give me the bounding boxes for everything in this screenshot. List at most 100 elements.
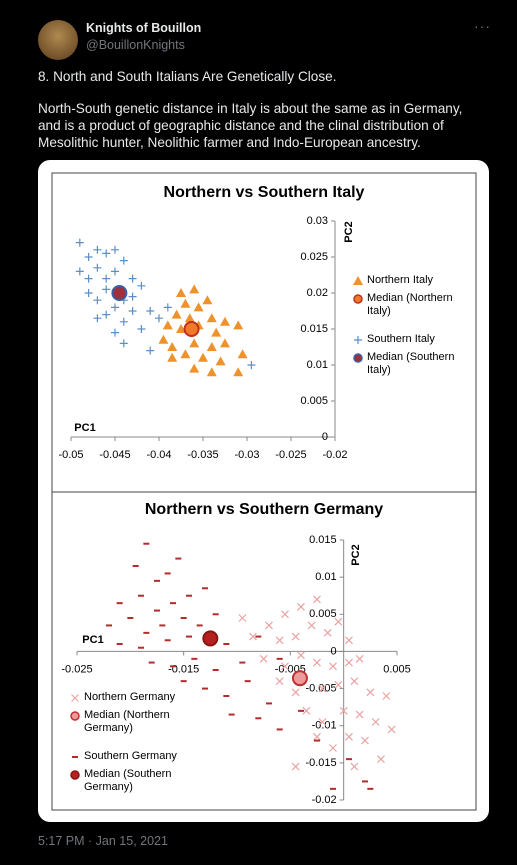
- image-card[interactable]: [38, 160, 489, 822]
- plus-point: [93, 263, 102, 272]
- cross-point: [318, 684, 327, 693]
- cross-point: [345, 658, 353, 667]
- y-tick-label: 0.01: [315, 571, 336, 583]
- dash-point: [314, 739, 320, 742]
- plus-point: [84, 253, 93, 261]
- cross-point: [307, 621, 316, 630]
- dash-point: [138, 594, 144, 597]
- legend-label: Median (Northern Germany): [84, 709, 170, 734]
- cross-point: [281, 610, 289, 619]
- dash-point: [127, 617, 134, 619]
- plus-point: [137, 325, 146, 333]
- cross-point: [350, 762, 359, 771]
- dash-point: [223, 643, 230, 645]
- plus-point: [128, 274, 137, 283]
- chart-title: Northern vs Southern Italy: [164, 184, 365, 201]
- x-axis-label: PC1: [74, 422, 95, 434]
- x-tick-label: -0.03: [234, 449, 259, 461]
- dash-point: [346, 758, 352, 761]
- dash-point: [330, 787, 336, 790]
- triangle-point: [198, 352, 208, 362]
- cross-point: [291, 688, 300, 697]
- dash-point: [175, 557, 182, 560]
- median-point: [202, 630, 219, 647]
- dash-point: [154, 579, 160, 582]
- plus-point: [119, 339, 128, 348]
- cross-point: [323, 628, 332, 637]
- cross-point: [318, 718, 327, 726]
- triangle-point: [211, 327, 222, 337]
- y-tick-label: 0.01: [307, 359, 328, 371]
- more-button[interactable]: ···: [474, 18, 491, 34]
- chart-title: Northern vs Southern Germany: [145, 501, 383, 518]
- plus-point: [93, 245, 102, 254]
- dash-point: [170, 665, 176, 668]
- triangle-point: [237, 349, 248, 359]
- display-name[interactable]: Knights of Bouillon: [86, 21, 202, 35]
- dash-point: [255, 635, 262, 638]
- dash-point: [191, 657, 198, 660]
- cross-point: [291, 632, 300, 641]
- plus-point: [102, 274, 111, 283]
- y-tick-label: 0.025: [300, 251, 328, 263]
- cross-point: [387, 725, 396, 734]
- plus-point: [111, 245, 119, 254]
- dash-point: [180, 617, 187, 619]
- timestamp[interactable]: 5:17 PM · Jan 15, 2021: [38, 834, 168, 848]
- dash-point: [138, 646, 144, 649]
- plus-point: [163, 303, 172, 312]
- triangle-point: [176, 324, 186, 333]
- y-tick-label: -0.01: [312, 720, 337, 732]
- cross-point: [329, 662, 337, 671]
- plus-point: [119, 256, 128, 265]
- triangle-point: [202, 295, 213, 305]
- dash-point: [159, 624, 166, 627]
- triangle-point: [220, 316, 230, 326]
- legend-label: Southern Italy: [367, 333, 435, 345]
- tweet-headline: 8. North and South Italians Are Genetica…: [38, 69, 337, 84]
- triangle-point: [189, 363, 200, 373]
- cross-point: [302, 706, 311, 715]
- y-tick-label: 0.005: [300, 395, 328, 407]
- dash-point: [180, 680, 187, 683]
- handle[interactable]: @BouillonKnights: [86, 38, 185, 52]
- triangle-point: [184, 313, 195, 323]
- plus-point: [93, 296, 102, 305]
- plus-point: [137, 281, 146, 290]
- triangle-point: [220, 338, 230, 348]
- dash-point: [186, 635, 192, 638]
- dash-point: [116, 643, 123, 645]
- y-tick-label: 0.02: [307, 287, 328, 299]
- cross-point: [355, 654, 364, 663]
- triangle-point: [189, 338, 200, 348]
- dash-point: [212, 613, 219, 616]
- avatar[interactable]: [38, 20, 78, 60]
- dash-point: [367, 787, 374, 790]
- cross-point: [345, 636, 353, 645]
- median-point: [183, 321, 200, 337]
- y-tick-label: 0.03: [307, 215, 328, 227]
- dash-point: [143, 542, 150, 545]
- legend-marker: [354, 336, 362, 344]
- dash-point: [276, 657, 283, 660]
- cross-point: [361, 736, 369, 745]
- x-tick-label: -0.045: [99, 449, 130, 461]
- cross-point: [249, 632, 257, 641]
- x-tick-label: -0.02: [322, 449, 347, 461]
- triangle-point: [189, 284, 200, 294]
- dash-point: [116, 602, 123, 605]
- dash-point: [154, 609, 160, 612]
- cross-point: [259, 654, 268, 663]
- median-point: [291, 670, 308, 687]
- legend-label: Southern Germany: [84, 750, 177, 762]
- dash-point: [362, 780, 368, 783]
- legend-marker: [353, 353, 363, 363]
- dash-point: [202, 587, 208, 590]
- cross-point: [371, 718, 380, 726]
- cross-point: [339, 706, 348, 715]
- dash-point: [196, 624, 203, 627]
- cross-point: [345, 732, 353, 741]
- median-point: [111, 285, 128, 301]
- dash-point: [148, 661, 155, 664]
